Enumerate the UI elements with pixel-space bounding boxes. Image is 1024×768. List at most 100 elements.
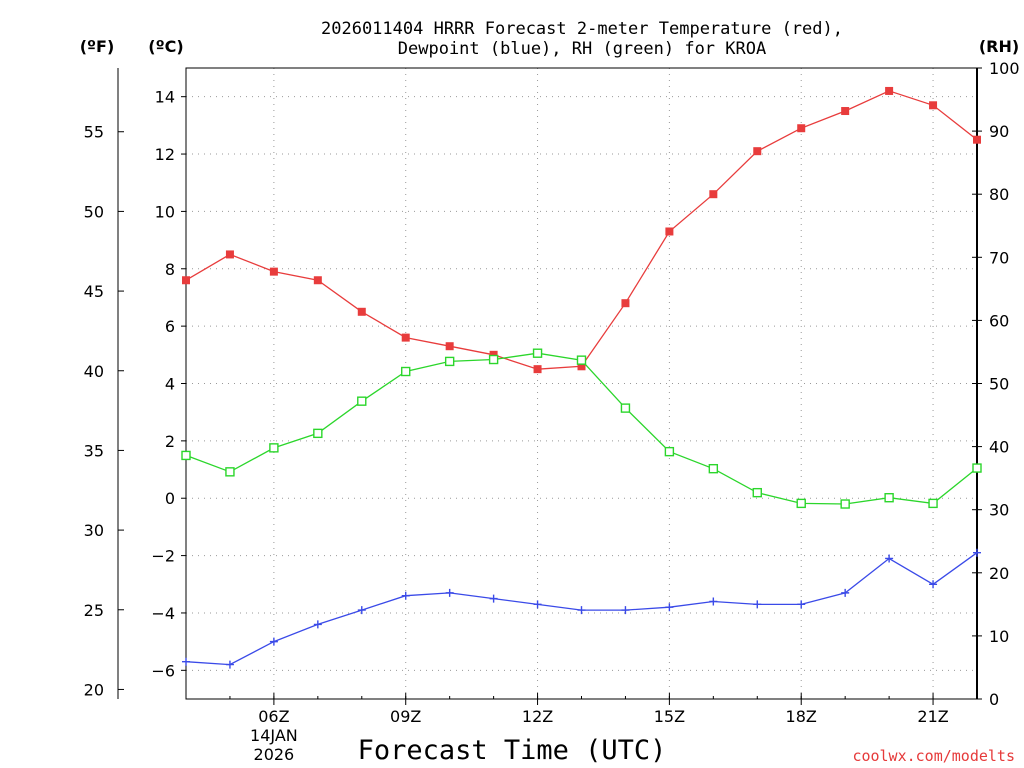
- temperature-point: [709, 190, 717, 198]
- temperature-point: [621, 299, 629, 307]
- x-tick-date-label: 14JAN: [250, 726, 298, 745]
- celsius-tick-label: 0: [165, 489, 175, 508]
- dewpoint-point: [973, 549, 981, 557]
- fahrenheit-tick-label: 55: [84, 123, 104, 142]
- rh-point: [446, 357, 454, 365]
- rh-point: [753, 489, 761, 497]
- rh-point: [973, 464, 981, 472]
- fahrenheit-tick-label: 25: [84, 601, 104, 620]
- celsius-tick-label: 12: [155, 145, 175, 164]
- dewpoint-point: [314, 620, 322, 628]
- rh-point: [490, 356, 498, 364]
- temperature-point: [753, 147, 761, 155]
- rh-tick-label: 60: [989, 311, 1009, 330]
- celsius-tick-label: 8: [165, 260, 175, 279]
- x-tick-label: 09Z: [390, 707, 421, 726]
- rh-tick-label: 70: [989, 248, 1009, 267]
- temperature-point: [797, 124, 805, 132]
- celsius-tick-label: 14: [155, 88, 175, 107]
- fahrenheit-tick-label: 35: [84, 441, 104, 460]
- temperature-point: [973, 136, 981, 144]
- celsius-tick-label: 2: [165, 432, 175, 451]
- rh-tick-label: 50: [989, 375, 1009, 394]
- dewpoint-point: [446, 589, 454, 597]
- rh-unit-label: (RH): [979, 37, 1019, 56]
- rh-tick-label: 10: [989, 627, 1009, 646]
- celsius-unit-label: (ºC): [148, 37, 183, 56]
- celsius-tick-label: −4: [151, 604, 175, 623]
- x-tick-label: 15Z: [654, 707, 685, 726]
- temperature-point: [402, 334, 410, 342]
- celsius-tick-label: 4: [165, 375, 175, 394]
- rh-tick-label: 100: [989, 59, 1020, 78]
- temperature-point: [929, 101, 937, 109]
- grid-lines: [186, 68, 977, 699]
- fahrenheit-tick-label: 30: [84, 521, 104, 540]
- dewpoint-point: [534, 600, 542, 608]
- dewpoint-point: [929, 580, 937, 588]
- dewpoint-point: [665, 603, 673, 611]
- temperature-point: [665, 227, 673, 235]
- x-tick-label: 18Z: [786, 707, 817, 726]
- dewpoint-point: [226, 661, 234, 669]
- fahrenheit-tick-label: 45: [84, 282, 104, 301]
- source-credit: coolwx.com/modelts: [852, 747, 1015, 765]
- x-axis-label: Forecast Time (UTC): [358, 735, 667, 766]
- x-tick-label: 06Z: [258, 707, 289, 726]
- rh-point: [182, 451, 190, 459]
- series-layer: [182, 87, 981, 669]
- temperature-point: [314, 276, 322, 284]
- celsius-tick-label: −6: [151, 661, 175, 680]
- rh-point: [841, 500, 849, 508]
- rh-point: [358, 397, 366, 405]
- axes: −6 −4 −2 0 2 4 6 8 10 12 14 20 25 30 35 40 45 50 55 0 10 20 30…: [84, 59, 1020, 764]
- temperature-point: [885, 87, 893, 95]
- series-rh: [182, 349, 981, 508]
- rh-point: [797, 499, 805, 507]
- fahrenheit-unit-label: (ºF): [80, 37, 115, 56]
- dewpoint-point: [490, 595, 498, 603]
- rh-line: [186, 353, 977, 504]
- series-temperature: [182, 87, 981, 373]
- rh-point: [534, 349, 542, 357]
- temperature-point: [534, 365, 542, 373]
- series-dewpoint: [182, 549, 981, 669]
- fahrenheit-tick-label: 20: [84, 680, 104, 699]
- fahrenheit-tick-label: 50: [84, 202, 104, 221]
- rh-point: [621, 404, 629, 412]
- dewpoint-point: [621, 606, 629, 614]
- rh-point: [402, 368, 410, 376]
- rh-point: [929, 499, 937, 507]
- rh-tick-label: 90: [989, 122, 1009, 141]
- dewpoint-point: [182, 658, 190, 666]
- temperature-point: [270, 268, 278, 276]
- temperature-point: [226, 250, 234, 258]
- dewpoint-point: [797, 600, 805, 608]
- fahrenheit-tick-label: 40: [84, 362, 104, 381]
- dewpoint-point: [270, 638, 278, 646]
- temperature-line: [186, 91, 977, 369]
- temperature-point: [182, 276, 190, 284]
- forecast-chart: 2026011404 HRRR Forecast 2-meter Tempera…: [0, 0, 1024, 768]
- temperature-point: [841, 107, 849, 115]
- dewpoint-point: [753, 600, 761, 608]
- rh-point: [709, 465, 717, 473]
- chart-title-line-1: 2026011404 HRRR Forecast 2-meter Tempera…: [321, 19, 843, 39]
- chart-title-line-2: Dewpoint (blue), RH (green) for KROA: [398, 39, 766, 59]
- rh-tick-label: 40: [989, 438, 1009, 457]
- celsius-tick-label: −2: [151, 547, 175, 566]
- rh-point: [578, 356, 586, 364]
- celsius-tick-label: 6: [165, 317, 175, 336]
- dewpoint-point: [402, 592, 410, 600]
- dewpoint-point: [709, 597, 717, 605]
- rh-tick-label: 20: [989, 564, 1009, 583]
- x-tick-year-label: 2026: [254, 745, 295, 764]
- temperature-point: [358, 308, 366, 316]
- x-tick-label: 12Z: [522, 707, 553, 726]
- rh-tick-label: 80: [989, 185, 1009, 204]
- rh-point: [226, 468, 234, 476]
- rh-point: [270, 444, 278, 452]
- rh-tick-label: 30: [989, 501, 1009, 520]
- rh-point: [885, 494, 893, 502]
- rh-tick-label: 0: [989, 690, 999, 709]
